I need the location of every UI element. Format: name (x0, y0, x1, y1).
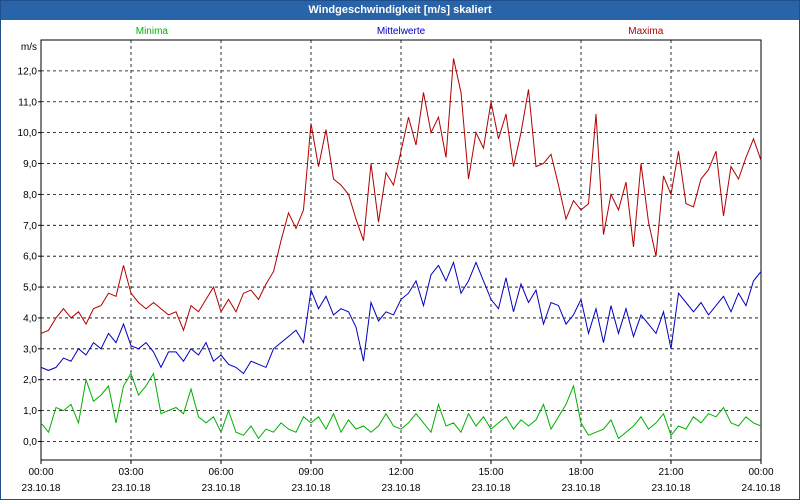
x-tick-label-date: 23.10.18 (202, 483, 241, 494)
x-tick-label-time: 06:00 (208, 467, 233, 478)
x-tick-label-date: 23.10.18 (652, 483, 691, 494)
legend-entry: Maxima (628, 26, 663, 37)
x-tick-label-time: 21:00 (658, 467, 683, 478)
y-tick-label: 6,0 (23, 252, 37, 263)
y-axis-label: m/s (21, 42, 37, 53)
y-tick-label: 12,0 (18, 66, 38, 77)
legend-entry: Mittelwerte (377, 26, 426, 37)
x-tick-label-time: 00:00 (748, 467, 773, 478)
x-tick-label-time: 00:00 (28, 467, 53, 478)
y-tick-label: 1,0 (23, 406, 37, 417)
y-tick-label: 0,0 (23, 437, 37, 448)
series-line-mittelwerte (40, 260, 762, 375)
y-tick-label: 8,0 (23, 190, 37, 201)
x-tick-label-time: 15:00 (478, 467, 503, 478)
x-tick-label-date: 23.10.18 (112, 483, 151, 494)
y-tick-label: 7,0 (23, 221, 37, 232)
x-tick-label-time: 18:00 (568, 467, 593, 478)
series-line-minima (40, 372, 762, 440)
y-tick-label: 10,0 (18, 128, 38, 139)
x-tick-label-date: 23.10.18 (562, 483, 601, 494)
x-tick-label-date: 23.10.18 (472, 483, 511, 494)
x-tick-label-time: 12:00 (388, 467, 413, 478)
x-tick-label-date: 23.10.18 (382, 483, 421, 494)
x-tick-label-date: 24.10.18 (742, 483, 781, 494)
legend-entry: Minima (136, 26, 169, 37)
y-tick-label: 2,0 (23, 375, 37, 386)
series-line-maxima (40, 58, 762, 334)
x-tick-label-time: 09:00 (298, 467, 323, 478)
y-tick-label: 9,0 (23, 159, 37, 170)
x-tick-label-date: 23.10.18 (292, 483, 331, 494)
wind-speed-chart: 0,0 1,0 2,0 3,0 4,0 5,0 6,0 7,0 8,0 9,0 10,0 11,0 12… (18, 26, 781, 494)
x-tick-label-date: 23.10.18 (22, 483, 61, 494)
y-tick-label: 3,0 (23, 344, 37, 355)
chart-title: Windgeschwindigkeit [m/s] skaliert (1, 1, 799, 20)
y-tick-label: 5,0 (23, 283, 37, 294)
y-tick-label: 4,0 (23, 313, 37, 324)
x-tick-label-time: 03:00 (118, 467, 143, 478)
y-tick-label: 11,0 (18, 97, 37, 108)
